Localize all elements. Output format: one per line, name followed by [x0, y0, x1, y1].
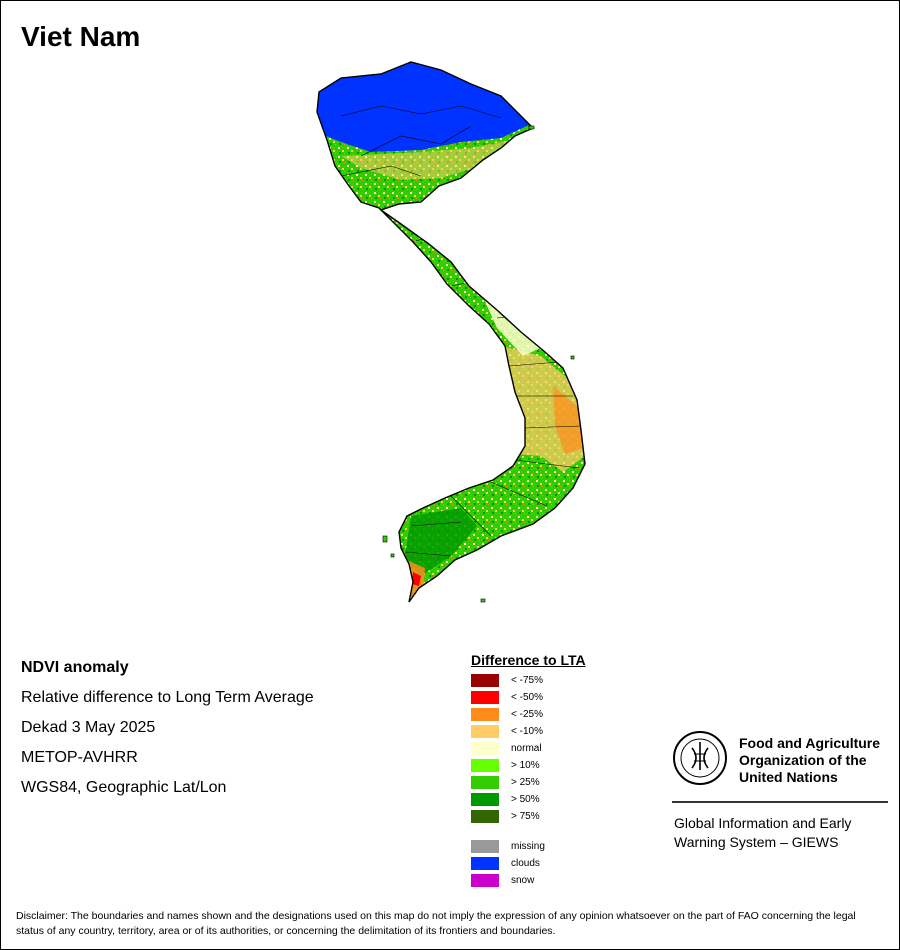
giews-line1: Global Information and Early — [674, 815, 852, 831]
legend-classes: < -75% < -50% < -25% < -10% normal > 10% > 25%… — [471, 672, 631, 825]
legend-other: missing clouds snow — [471, 838, 631, 889]
mixed-north — [341, 132, 533, 180]
fao-name: Food and Agriculture Organization of the… — [739, 735, 889, 786]
info-date: Dekad 3 May 2025 — [21, 719, 156, 736]
legend-swatch — [471, 776, 499, 789]
legend-swatch — [471, 725, 499, 738]
legend-label: > 25% — [511, 777, 540, 788]
legend-label: < -50% — [511, 692, 543, 703]
legend-item: missing — [471, 838, 631, 855]
legend-item: < -25% — [471, 706, 631, 723]
map-info: NDVI anomaly Relative difference to Long… — [21, 658, 441, 808]
legend-label: < -75% — [511, 675, 543, 686]
legend-label: > 50% — [511, 794, 540, 805]
legend-swatch — [471, 840, 499, 853]
legend-swatch — [471, 708, 499, 721]
legend-swatch — [471, 810, 499, 823]
legend-item: < -75% — [471, 672, 631, 689]
disclaimer: Disclaimer: The boundaries and names sho… — [16, 910, 856, 937]
fao-name-line1: Food and Agriculture — [739, 735, 881, 751]
legend-swatch — [471, 874, 499, 887]
divider — [672, 801, 888, 803]
legend-title: Difference to LTA — [471, 652, 586, 668]
info-projection: WGS84, Geographic Lat/Lon — [21, 779, 227, 796]
legend-swatch — [471, 857, 499, 870]
legend-label: > 75% — [511, 811, 540, 822]
legend-swatch — [471, 691, 499, 704]
legend-item: > 25% — [471, 774, 631, 791]
legend-item: > 50% — [471, 791, 631, 808]
legend-swatch — [471, 793, 499, 806]
country-map — [316, 61, 586, 603]
giews-name: Global Information and Early Warning Sys… — [674, 814, 890, 852]
legend-label: normal — [511, 743, 542, 754]
legend-item: < -50% — [471, 689, 631, 706]
info-sensor: METOP-AVHRR — [21, 749, 138, 766]
fao-name-line2: Organization of the — [739, 752, 867, 768]
legend-item: > 75% — [471, 808, 631, 825]
legend-item: normal — [471, 740, 631, 757]
legend-label: < -25% — [511, 709, 543, 720]
map-title: Viet Nam — [21, 21, 141, 52]
legend-swatch — [471, 742, 499, 755]
legend-item: > 10% — [471, 757, 631, 774]
legend-item: clouds — [471, 855, 631, 872]
info-heading: NDVI anomaly — [21, 659, 129, 676]
cloud-area — [317, 62, 585, 152]
legend-swatch — [471, 674, 499, 687]
legend-label: clouds — [511, 858, 540, 869]
info-product: Relative difference to Long Term Average — [21, 689, 314, 706]
legend-item: < -10% — [471, 723, 631, 740]
fao-name-line3: United Nations — [739, 769, 838, 785]
legend: Difference to LTA < -75% < -50% < -25% < -1… — [471, 652, 631, 889]
legend-label: snow — [511, 875, 535, 886]
south-hotspot — [412, 572, 421, 586]
legend-item: snow — [471, 872, 631, 889]
legend-label: missing — [511, 841, 545, 852]
legend-swatch — [471, 759, 499, 772]
legend-label: > 10% — [511, 760, 540, 771]
legend-label: < -10% — [511, 726, 543, 737]
giews-line2: Warning System – GIEWS — [674, 834, 839, 850]
central-dry-strong — [553, 386, 583, 454]
fao-emblem-icon — [673, 731, 727, 785]
